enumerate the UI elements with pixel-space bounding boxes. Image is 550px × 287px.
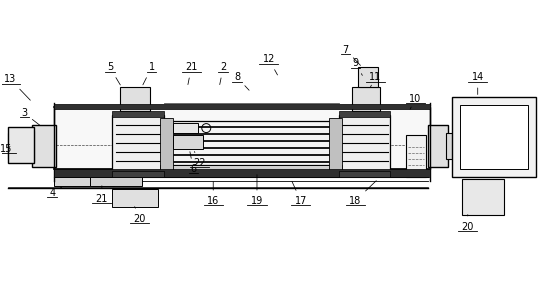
Bar bbox=[32, 125, 56, 167]
Bar bbox=[460, 105, 529, 169]
Bar bbox=[406, 135, 426, 177]
Bar bbox=[359, 67, 378, 87]
Bar bbox=[173, 123, 199, 133]
Text: 19: 19 bbox=[251, 174, 263, 206]
Bar bbox=[90, 177, 142, 186]
Text: 20: 20 bbox=[461, 215, 474, 232]
Text: 18: 18 bbox=[349, 181, 376, 206]
Text: 4: 4 bbox=[49, 187, 62, 198]
Text: 2: 2 bbox=[220, 63, 226, 85]
Bar bbox=[160, 165, 343, 177]
Text: 1: 1 bbox=[143, 63, 155, 85]
Bar bbox=[112, 171, 163, 177]
Text: 20: 20 bbox=[134, 207, 146, 224]
Bar bbox=[160, 118, 173, 170]
Bar bbox=[353, 87, 380, 111]
Text: 11: 11 bbox=[369, 72, 381, 87]
Bar bbox=[338, 115, 390, 173]
Text: 14: 14 bbox=[471, 72, 484, 94]
Bar bbox=[462, 179, 504, 215]
Bar bbox=[8, 127, 34, 163]
Text: 7: 7 bbox=[342, 44, 360, 65]
Bar bbox=[112, 189, 157, 207]
Bar bbox=[54, 104, 430, 109]
Bar bbox=[112, 115, 163, 173]
Bar bbox=[163, 121, 338, 165]
Text: 8: 8 bbox=[234, 72, 249, 90]
Text: 21: 21 bbox=[96, 186, 108, 204]
Bar bbox=[54, 107, 430, 169]
Text: 21: 21 bbox=[185, 63, 197, 85]
Bar bbox=[8, 133, 18, 159]
Text: 15: 15 bbox=[0, 144, 13, 154]
Bar bbox=[338, 171, 390, 177]
Bar bbox=[446, 133, 454, 159]
Text: 6: 6 bbox=[190, 152, 196, 174]
Bar bbox=[338, 111, 390, 117]
Text: 10: 10 bbox=[409, 94, 421, 109]
Text: 9: 9 bbox=[353, 59, 362, 75]
Bar bbox=[54, 177, 114, 186]
Text: 13: 13 bbox=[4, 74, 30, 100]
Text: 3: 3 bbox=[21, 108, 40, 125]
Bar bbox=[16, 131, 34, 161]
Bar bbox=[452, 97, 536, 177]
Text: 16: 16 bbox=[207, 182, 219, 206]
Bar bbox=[54, 169, 430, 177]
Bar bbox=[120, 87, 150, 111]
Text: 22: 22 bbox=[193, 152, 206, 168]
Bar bbox=[173, 135, 204, 149]
Text: 12: 12 bbox=[263, 55, 278, 75]
Bar bbox=[328, 118, 343, 170]
Bar bbox=[428, 125, 448, 167]
Text: 5: 5 bbox=[107, 63, 120, 85]
Bar bbox=[112, 111, 163, 117]
Text: 17: 17 bbox=[292, 181, 307, 206]
